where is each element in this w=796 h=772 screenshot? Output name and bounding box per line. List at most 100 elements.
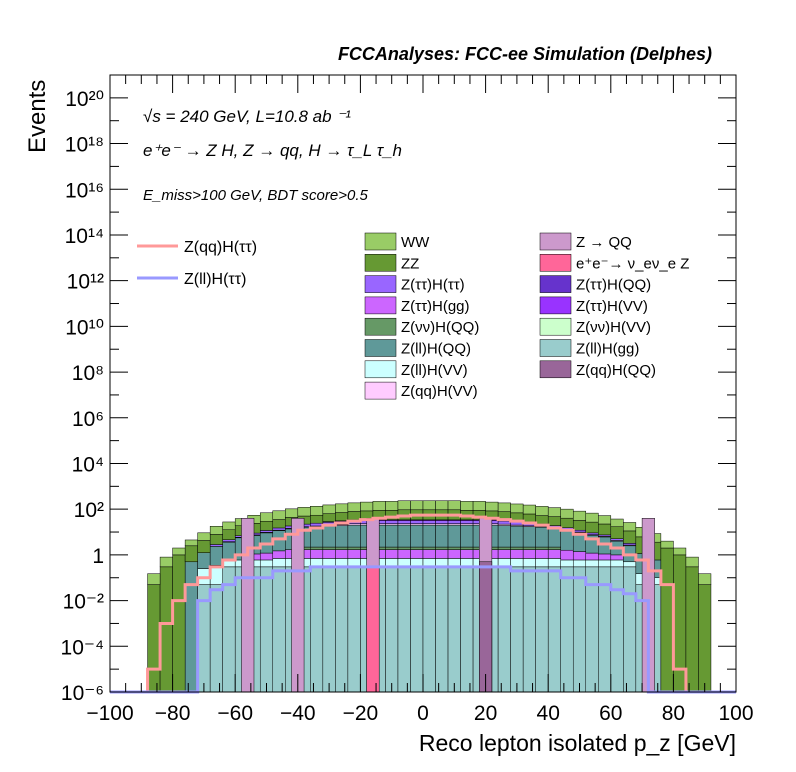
stack-bar: [159, 566, 173, 693]
stack-bar: [560, 559, 574, 568]
stack-bar: [422, 546, 436, 550]
stack-bar: [385, 566, 399, 693]
stack-bar: [385, 549, 399, 559]
stack-bar: [460, 520, 474, 524]
stack-bar: [397, 549, 411, 559]
y-tick-label: 10⁻²: [63, 591, 104, 614]
x-tick-label: 40: [537, 702, 560, 725]
stack-bar: [685, 556, 699, 568]
stack-bar: [259, 552, 274, 561]
stack-bar: [397, 520, 411, 524]
stack-bar: [585, 512, 599, 523]
stack-bar: [585, 559, 599, 568]
stack-bar: [222, 529, 236, 540]
stack-bar: [598, 553, 612, 561]
stack-bar: [572, 566, 587, 693]
stack-bar: [572, 520, 587, 531]
stack-bar: [322, 546, 336, 550]
stack-bar: [610, 538, 624, 541]
stack-bar: [222, 539, 236, 542]
stack-bar: [560, 517, 574, 528]
energy-annotation: √s = 240 GeV, L=10.8 ab ⁻¹: [143, 107, 351, 126]
stack-bar: [447, 549, 461, 559]
stack-bar: [460, 501, 474, 511]
legend-swatch: [539, 360, 572, 379]
stack-bar: [272, 530, 286, 552]
x-tick-label: 100: [718, 702, 753, 725]
legend: Z(qq)H(ττ) Z(ll)H(ττ) WW Z → QQ ZZ e⁺e⁻→ ν_eν…: [137, 232, 689, 400]
x-tick-label: −60: [217, 702, 253, 725]
stack-bar: [572, 510, 587, 521]
stack-bar: [510, 549, 524, 559]
stack-bar: [310, 514, 324, 524]
stack-bar: [698, 573, 712, 585]
stack-bar: [560, 549, 574, 561]
stack-bar: [572, 529, 587, 533]
axis-tick-labels: −100 −80 −60 −40 −20 0 20 40 60 80 100 10⁻⁶ 10⁻⁴ 10⁻²…: [61, 88, 754, 725]
stack-bar: [535, 549, 549, 559]
axis-ticks: [109, 75, 737, 693]
stack-bar: [259, 559, 274, 568]
stack-bar: [610, 566, 624, 693]
stack-bar: [272, 527, 286, 531]
stack-bar: [322, 513, 336, 522]
stack-bar: [447, 520, 461, 524]
stack-bar: [572, 551, 587, 561]
stack-bar: [310, 566, 324, 693]
stack-bar: [522, 558, 536, 568]
stack-bar: [435, 520, 449, 524]
legend-swatch: [539, 317, 572, 336]
y-tick-label: 10¹⁸: [65, 134, 104, 157]
spike-bars: [241, 518, 655, 693]
stack-bar: [147, 584, 161, 693]
process-annotation: e⁺e⁻ → Z H, Z → qq, H → τ_L τ_h: [143, 141, 402, 160]
legend-label: Z(ττ)H(VV): [576, 298, 648, 315]
legend-label: Z(ττ)H(ττ): [401, 277, 465, 294]
legend-label: Z(ll)H(gg): [576, 341, 639, 358]
legend-label: Z(qq)H(VV): [401, 383, 478, 400]
stack-bar: [272, 566, 286, 693]
stack-bar: [585, 532, 599, 535]
stack-bar: [335, 503, 349, 513]
stack-bar: [485, 501, 499, 512]
stack-bar: [435, 500, 449, 511]
legend-swatch: [364, 232, 397, 251]
stack-bar: [522, 566, 536, 693]
stack-bar: [623, 561, 637, 568]
stack-bar: [322, 549, 336, 559]
stack-bar: [460, 549, 474, 559]
legend-label: e⁺e⁻→ ν_eν_e Z: [576, 255, 689, 272]
x-tick-label: −40: [280, 702, 316, 725]
stack-bar: [660, 540, 674, 549]
stack-bar: [159, 556, 173, 568]
stack-bar: [385, 520, 399, 524]
y-axis-label: Events: [24, 80, 51, 153]
stack-bar: [147, 573, 161, 585]
stack-bar: [535, 527, 549, 548]
stack-bar: [422, 520, 436, 524]
stack-bar: [623, 530, 637, 544]
stack-bar: [335, 549, 349, 559]
stack-bar: [623, 543, 637, 546]
stack-bar: [522, 513, 536, 523]
stack-bar: [347, 549, 361, 559]
stack-bar: [184, 539, 198, 547]
stack-bar: [435, 524, 449, 548]
legend-label: Z → QQ: [576, 234, 632, 251]
stack-bar: [510, 525, 524, 548]
stack-bar: [510, 503, 524, 514]
x-tick-label: 60: [599, 702, 622, 725]
stack-bar: [497, 566, 511, 693]
y-tick-label: 10¹⁶: [65, 179, 104, 202]
x-tick-label: −20: [343, 702, 379, 725]
stack-bar: [698, 584, 712, 693]
stack-bar: [560, 566, 574, 693]
stack-bar: [197, 540, 211, 553]
stack-bar: [272, 558, 286, 568]
y-tick-label: 10¹⁰: [65, 316, 104, 339]
stack-bar: [209, 584, 223, 693]
chart-title: FCCAnalyses: FCC-ee Simulation (Delphes): [338, 44, 712, 64]
stack-bar: [422, 566, 436, 693]
stack-bar: [547, 507, 561, 517]
stack-bar: [259, 566, 274, 693]
